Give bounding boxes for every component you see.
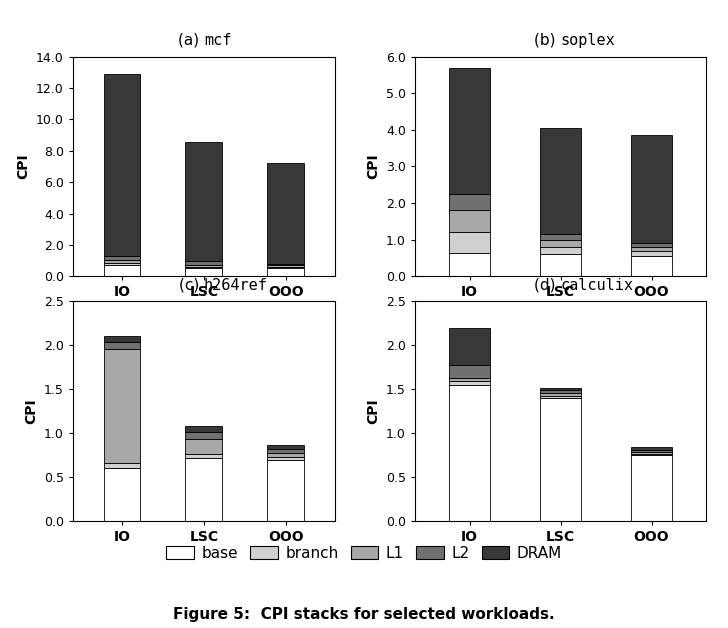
Text: h264ref: h264ref: [204, 278, 268, 293]
Text: (a): (a): [178, 33, 204, 48]
Bar: [449, 378, 490, 381]
Y-axis label: CPI: CPI: [24, 399, 38, 424]
Bar: [449, 210, 490, 232]
Bar: [540, 240, 581, 247]
Text: Figure 5:  CPI stacks for selected workloads.: Figure 5: CPI stacks for selected worklo…: [173, 607, 555, 622]
Bar: [267, 268, 304, 276]
Bar: [186, 426, 222, 433]
Bar: [103, 73, 141, 256]
Bar: [186, 438, 222, 455]
Bar: [267, 453, 304, 457]
Bar: [267, 460, 304, 521]
Bar: [449, 381, 490, 385]
Bar: [631, 450, 672, 452]
Bar: [540, 234, 581, 240]
Bar: [449, 252, 490, 276]
Text: (d): (d): [534, 278, 561, 293]
Text: mcf: mcf: [204, 33, 232, 48]
Bar: [186, 458, 222, 521]
Bar: [186, 268, 222, 276]
Y-axis label: CPI: CPI: [16, 154, 31, 179]
Bar: [186, 455, 222, 458]
Bar: [540, 390, 581, 393]
Bar: [449, 385, 490, 521]
Y-axis label: CPI: CPI: [366, 154, 380, 179]
Bar: [267, 449, 304, 453]
Bar: [449, 67, 490, 194]
Bar: [103, 256, 141, 260]
Bar: [103, 336, 141, 342]
Bar: [540, 387, 581, 390]
Bar: [540, 398, 581, 521]
Bar: [631, 135, 672, 243]
Bar: [540, 128, 581, 234]
Bar: [540, 254, 581, 276]
Bar: [631, 251, 672, 256]
Bar: [540, 247, 581, 254]
Bar: [103, 468, 141, 521]
Bar: [631, 247, 672, 251]
Legend: base, branch, L1, L2, DRAM: base, branch, L1, L2, DRAM: [160, 539, 568, 567]
Bar: [267, 265, 304, 267]
Bar: [449, 328, 490, 365]
Bar: [186, 433, 222, 438]
Bar: [103, 463, 141, 468]
Bar: [186, 261, 222, 264]
Bar: [267, 267, 304, 268]
Text: (c): (c): [178, 278, 204, 293]
Bar: [103, 263, 141, 265]
Bar: [186, 142, 222, 261]
Text: soplex: soplex: [561, 33, 615, 48]
Bar: [267, 445, 304, 449]
Bar: [631, 243, 672, 247]
Bar: [267, 163, 304, 264]
Text: (b): (b): [534, 33, 561, 48]
Bar: [267, 457, 304, 460]
Bar: [267, 264, 304, 265]
Bar: [186, 267, 222, 268]
Bar: [631, 455, 672, 521]
Bar: [103, 265, 141, 276]
Bar: [631, 452, 672, 453]
Bar: [186, 264, 222, 267]
Bar: [631, 447, 672, 450]
Bar: [103, 260, 141, 263]
Bar: [103, 349, 141, 463]
Bar: [103, 342, 141, 349]
Bar: [540, 396, 581, 398]
Bar: [540, 393, 581, 396]
Bar: [449, 194, 490, 210]
Text: calculix: calculix: [561, 278, 633, 293]
Bar: [631, 453, 672, 455]
Y-axis label: CPI: CPI: [366, 399, 380, 424]
Bar: [449, 232, 490, 252]
Bar: [631, 256, 672, 276]
Bar: [449, 365, 490, 378]
